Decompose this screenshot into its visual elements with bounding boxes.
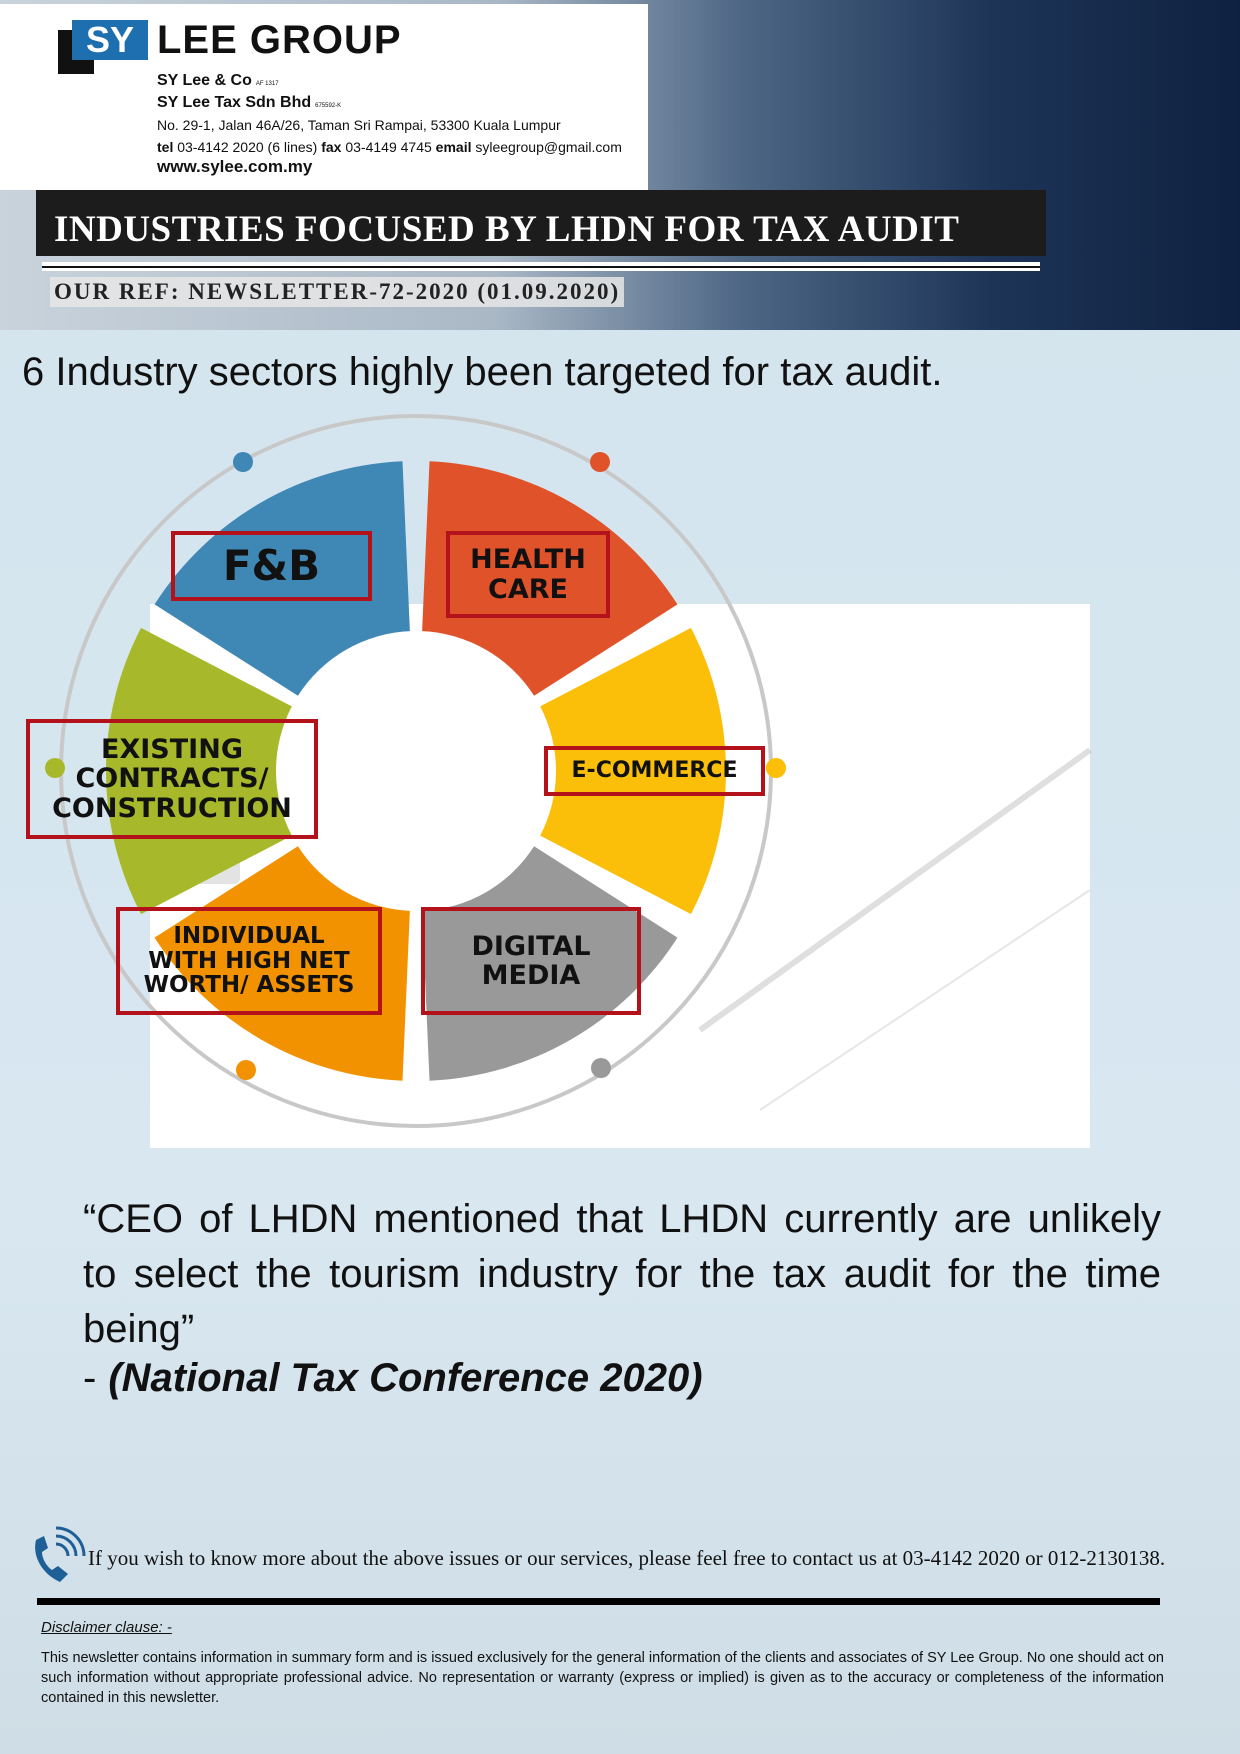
fax-label: fax — [321, 139, 342, 155]
fax: 03-4149 4745 — [345, 139, 432, 155]
contact-line: If you wish to know more about the above… — [88, 1546, 1166, 1570]
firm-reg: 675592-K — [315, 103, 342, 109]
pen — [698, 747, 1092, 1033]
label-line: CARE — [488, 573, 568, 605]
firm: SY Lee Tax Sdn Bhd 675592-K — [157, 94, 341, 112]
source-dash: - — [83, 1356, 97, 1400]
ring-dot — [45, 758, 65, 778]
firm-reg: AF 1317 — [255, 81, 279, 87]
phone-icon — [35, 1526, 86, 1582]
label-line: F&B — [222, 541, 321, 591]
signal — [55, 1526, 86, 1557]
label-line: WITH HIGH NET — [148, 947, 350, 974]
ring-dots — [45, 452, 786, 1080]
wheel-segment — [154, 461, 410, 696]
quote: “CEO of LHDN mentioned that LHDN current… — [83, 1197, 1161, 1351]
section-heading: 6 Industry sectors highly been targeted … — [22, 350, 943, 394]
label-line: MEDIA — [481, 960, 581, 991]
label-line: HEALTH — [470, 544, 586, 576]
sector-label: F&B — [171, 531, 372, 601]
footer-rule — [37, 1598, 1160, 1605]
banner-rule — [42, 266, 1040, 268]
label-line: CONSTRUCTION — [52, 792, 292, 824]
wheel-segment — [540, 627, 727, 915]
handset — [35, 1536, 68, 1582]
ring-dot — [233, 452, 253, 472]
source-text: (National Tax Conference 2020) — [108, 1356, 703, 1400]
ring-dot — [766, 758, 786, 778]
sector-label: DIGITAL MEDIA — [421, 907, 641, 1015]
newsletter-title: INDUSTRIES FOCUSED BY LHDN FOR TAX AUDIT — [54, 209, 960, 250]
email-label: email — [435, 139, 472, 155]
company-name: LEE GROUP — [157, 18, 402, 62]
label-line: INDIVIDUAL — [173, 922, 325, 949]
disclaimer: This newsletter contains information in … — [41, 1650, 1164, 1706]
wheel-segment — [105, 627, 292, 915]
signal — [55, 1542, 70, 1557]
ring-dot — [590, 452, 610, 472]
sector-wheel — [45, 414, 1092, 1148]
contact-details: tel 03-4142 2020 (6 lines) fax 03-4149 4… — [157, 139, 622, 155]
firm-name: SY Lee & Co — [157, 72, 252, 89]
title-banner — [36, 190, 1046, 256]
firm: SY Lee & Co AF 1317 — [157, 72, 279, 90]
sector-label: EXISTING CONTRACTS/CONSTRUCTION — [26, 719, 318, 839]
sector-label: HEALTH CARE — [446, 531, 610, 618]
tel-label: tel — [157, 139, 174, 155]
label-line: E-COMMERCE — [571, 758, 738, 784]
tel: 03-4142 2020 (6 lines) — [177, 139, 318, 155]
sector-label: E-COMMERCE — [544, 746, 765, 796]
disclaimer-title: Disclaimer clause: - — [41, 1619, 172, 1636]
sector-label: INDIVIDUAL WITH HIGH NET WORTH/ ASSETS — [116, 907, 382, 1015]
wheel-segment — [422, 461, 678, 696]
ring-dot — [236, 1060, 256, 1080]
email: syleegroup@gmail.com — [475, 139, 622, 155]
wheel-segment — [422, 846, 678, 1081]
reference: OUR REF: NEWSLETTER-72-2020 (01.09.2020) — [50, 277, 625, 307]
address: No. 29-1, Jalan 46A/26, Taman Sri Rampai… — [157, 117, 561, 133]
label-line: EXISTING — [101, 734, 243, 766]
website: www.sylee.com.my — [157, 157, 313, 176]
signal — [55, 1534, 78, 1557]
quote-source: - (National Tax Conference 2020) — [83, 1356, 703, 1401]
firm-name: SY Lee Tax Sdn Bhd — [157, 94, 312, 111]
logo-mark: SY — [72, 20, 148, 60]
ring-dot — [591, 1058, 611, 1078]
label-line: WORTH/ ASSETS — [143, 972, 355, 999]
label-line: DIGITAL — [471, 930, 591, 962]
segments — [105, 461, 727, 1081]
paper-line — [759, 889, 1091, 1111]
label-line: CONTRACTS/ — [75, 763, 269, 795]
wheel-segment — [154, 846, 410, 1081]
